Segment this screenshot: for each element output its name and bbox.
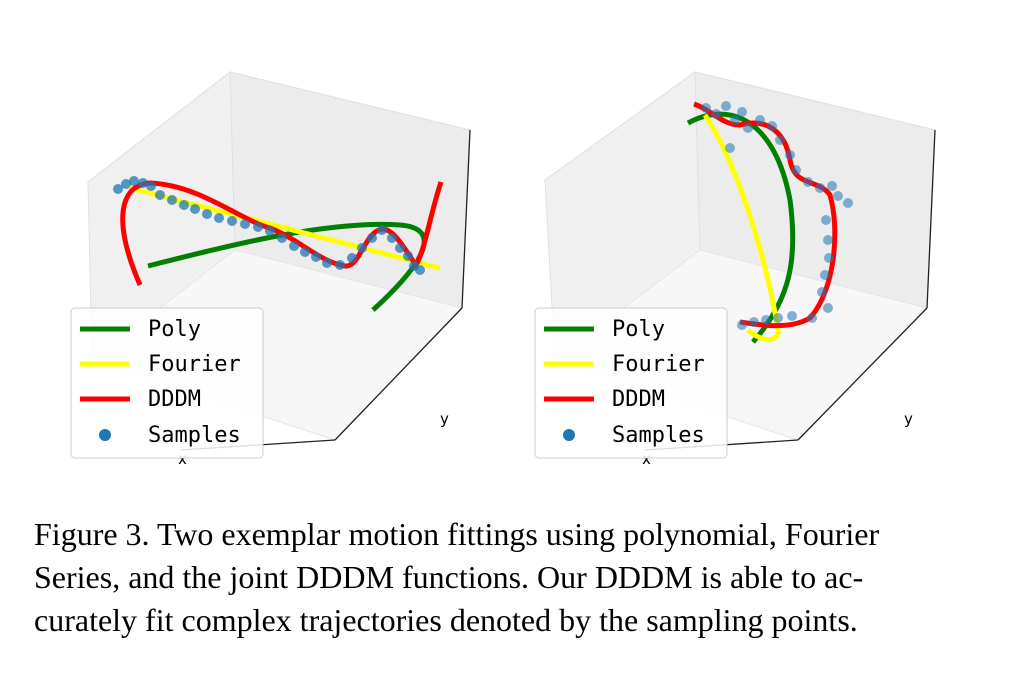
left-samples (113, 176, 425, 275)
left-3d-plot: y x Poly Fourier DDDM Samples (70, 71, 472, 468)
right-legend-dddm-label: DDDM (612, 387, 665, 412)
right-legend-samples-label: Samples (612, 423, 705, 448)
left-legend-fourier-label: Fourier (148, 352, 241, 377)
right-y-axis-label: y (904, 410, 913, 428)
right-legend: Poly Fourier DDDM Samples (534, 307, 728, 459)
right-x-axis-label: x (642, 450, 651, 468)
caption-line: Figure 3. Two exemplar motion fittings u… (34, 516, 880, 552)
figure-3-plots: y x Poly Fourier DDDM Samples (70, 71, 937, 468)
right-legend-poly-label: Poly (612, 317, 665, 342)
left-curves (113, 176, 444, 312)
caption-line: Series, and the joint DDDM functions. Ou… (34, 559, 864, 595)
left-legend-poly-label: Poly (148, 317, 201, 342)
left-y-axis-label: y (440, 410, 449, 428)
left-legend-samples-label: Samples (148, 423, 241, 448)
right-samples (701, 101, 853, 330)
right-fourier-curve (702, 113, 781, 342)
figure-caption: Figure 3. Two exemplar motion fittings u… (34, 513, 984, 642)
left-legend-samples-swatch (99, 429, 111, 441)
left-legend: Poly Fourier DDDM Samples (70, 307, 264, 459)
right-curves (686, 101, 853, 344)
left-x-axis-label: x (178, 450, 187, 468)
right-poly-curve (686, 111, 796, 344)
right-legend-samples-swatch (563, 429, 575, 441)
left-legend-dddm-label: DDDM (148, 387, 201, 412)
right-legend-fourier-label: Fourier (612, 352, 705, 377)
caption-line: curately fit complex trajectories denote… (34, 602, 858, 638)
right-3d-plot: y x Poly Fourier DDDM Samples (534, 71, 937, 468)
right-axes-box (543, 71, 937, 451)
